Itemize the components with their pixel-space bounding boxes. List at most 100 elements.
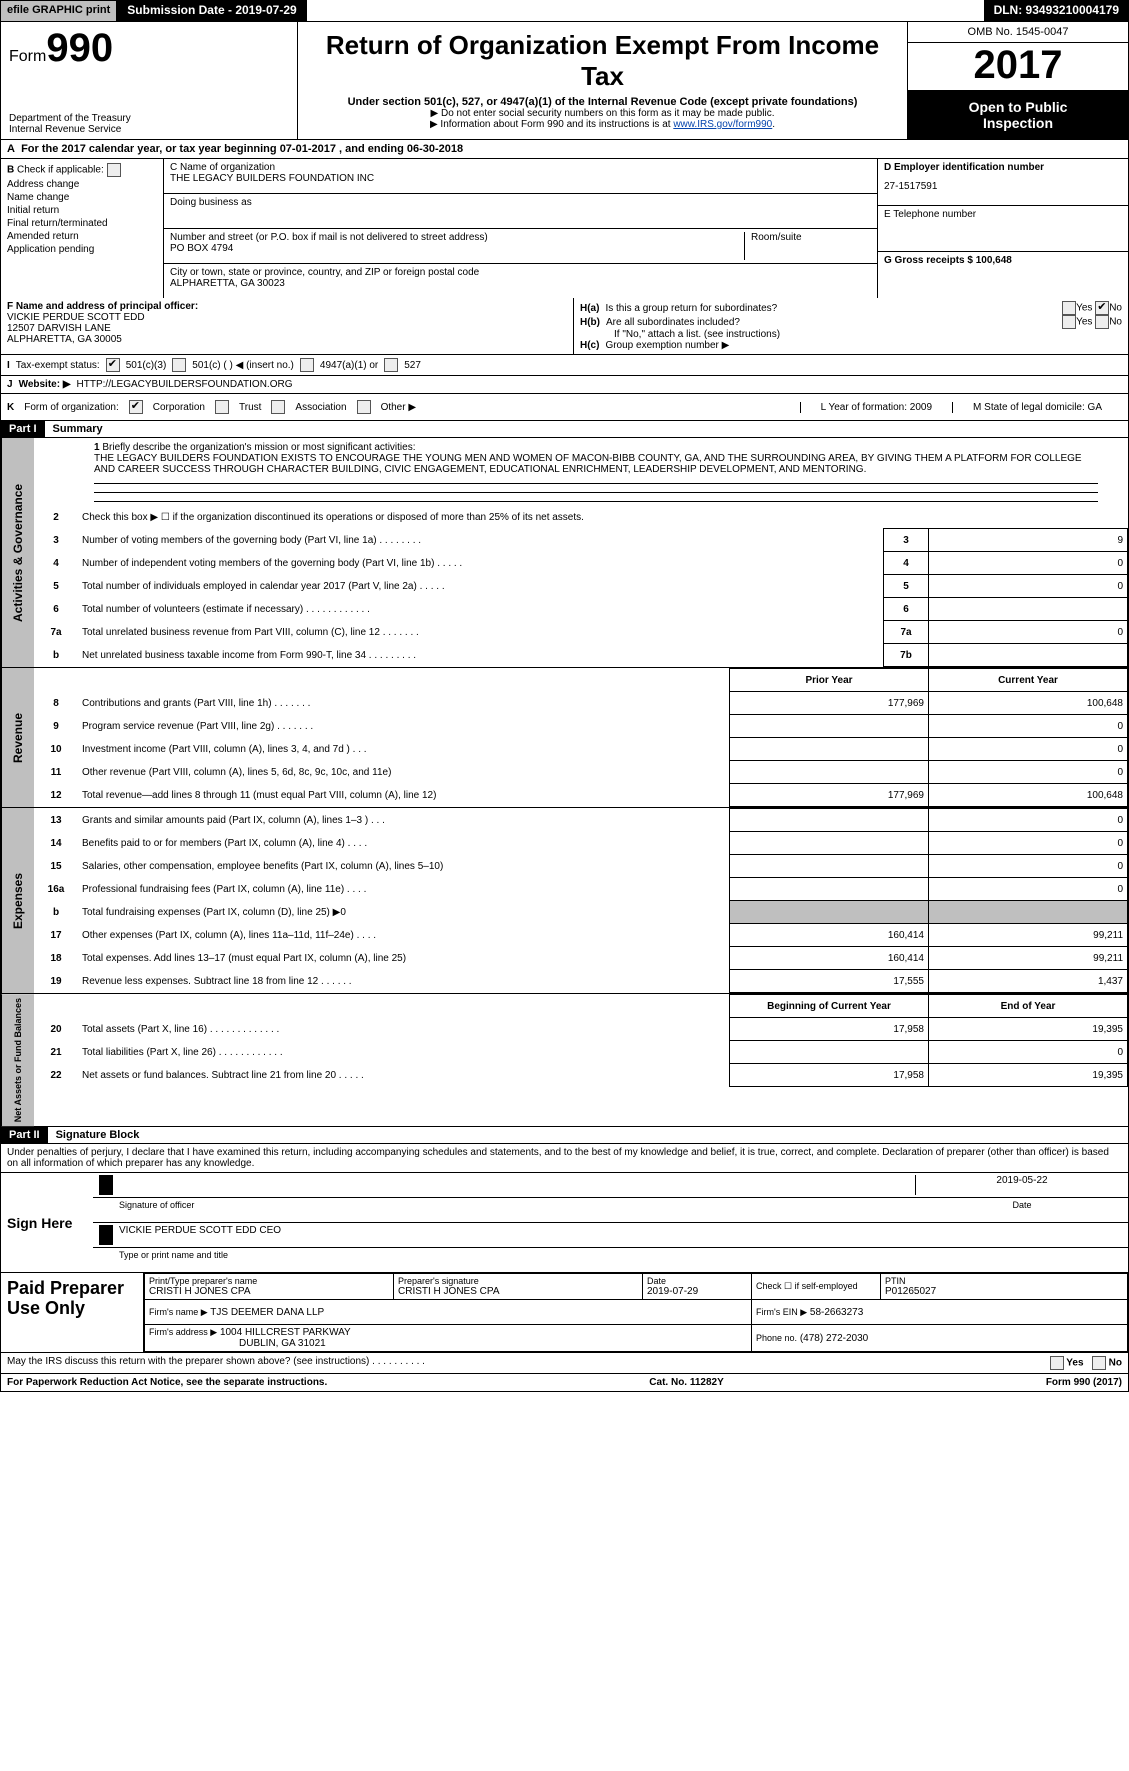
pc-header: Beginning of Current YearEnd of Year: [34, 995, 1128, 1018]
ha-label: H(a): [580, 303, 599, 314]
line-num: 11: [34, 761, 78, 784]
b-letter: B: [7, 165, 14, 176]
i-501c: 501(c) ( ) ◀ (insert no.): [192, 360, 294, 371]
top-bar: efile GRAPHIC print Submission Date - 20…: [0, 0, 1129, 22]
vlabel-rev: Revenue: [1, 668, 34, 807]
line-text: Professional fundraising fees (Part IX, …: [78, 878, 730, 901]
k-other-box[interactable]: [357, 400, 371, 414]
line-text: Total number of individuals employed in …: [78, 575, 884, 598]
line-num: b: [34, 644, 78, 667]
rev-table: Prior YearCurrent Year8Contributions and…: [34, 668, 1128, 807]
curr-val: [929, 901, 1128, 924]
line-num: 20: [34, 1018, 78, 1041]
sign-fields: 2019-05-22 Signature of officer Date VIC…: [93, 1173, 1128, 1272]
c-name: THE LEGACY BUILDERS FOUNDATION INC: [170, 173, 871, 184]
city-label: City or town, state or province, country…: [170, 267, 871, 278]
chk-initial-label: Initial return: [7, 205, 59, 216]
curr-val: 0: [929, 761, 1128, 784]
signature-block: Under penalties of perjury, I declare th…: [0, 1144, 1129, 1273]
line-text: Total number of volunteers (estimate if …: [78, 598, 884, 621]
e-cell: E Telephone number: [878, 206, 1128, 253]
prior-val: [730, 809, 929, 832]
col-de: D Employer identification number 27-1517…: [877, 159, 1128, 298]
omb-number: OMB No. 1545-0047: [908, 22, 1128, 43]
m-state: M State of legal domicile: GA: [953, 402, 1122, 413]
line-box: 6: [884, 598, 929, 621]
sign-here-label: Sign Here: [1, 1173, 93, 1272]
form-note2: ▶ Information about Form 990 and its ins…: [308, 119, 897, 130]
irs-link[interactable]: www.IRS.gov/form990: [673, 119, 772, 130]
i-501c3: 501(c)(3): [126, 360, 167, 371]
line-text: Total expenses. Add lines 13–17 (must eq…: [78, 947, 730, 970]
exp-body: 13Grants and similar amounts paid (Part …: [34, 808, 1128, 993]
chk-pending-label: Application pending: [7, 244, 94, 255]
line-text: Number of voting members of the governin…: [78, 529, 884, 552]
officer-name: VICKIE PERDUE SCOTT EDD CEO: [119, 1225, 281, 1245]
officer-name-line: VICKIE PERDUE SCOTT EDD CEO: [93, 1223, 1128, 1248]
curr-val: 0: [929, 1041, 1128, 1064]
r2b-lbl: Firm's EIN ▶: [756, 1307, 807, 1317]
prior-val: 160,414: [730, 947, 929, 970]
form-990: 990: [46, 26, 113, 70]
r1c2-lbl: Preparer's signature: [398, 1276, 638, 1286]
dba-label: Doing business as: [170, 197, 871, 208]
line-text: Salaries, other compensation, employee b…: [78, 855, 730, 878]
r1c5-lbl: PTIN: [885, 1276, 1123, 1286]
i-4947-box[interactable]: [300, 358, 314, 372]
open-public: Open to Public Inspection: [908, 91, 1128, 139]
checkbox-icon[interactable]: [107, 163, 121, 177]
i-527-box[interactable]: [384, 358, 398, 372]
d-label: D Employer identification number: [884, 162, 1044, 173]
net-body: Beginning of Current YearEnd of Year20To…: [34, 994, 1128, 1126]
i-501c-box[interactable]: [172, 358, 186, 372]
row-j: J Website: ▶ HTTP://LEGACYBUILDERSFOUNDA…: [0, 376, 1129, 394]
line-num: 14: [34, 832, 78, 855]
pc-line: 13Grants and similar amounts paid (Part …: [34, 809, 1128, 832]
line-text: Total revenue—add lines 8 through 11 (mu…: [78, 784, 730, 807]
discuss-yes-box[interactable]: [1050, 1356, 1064, 1370]
r1c3-lbl: Date: [647, 1276, 747, 1286]
part2-header: Part II Signature Block: [0, 1127, 1129, 1144]
gov-line: 4Number of independent voting members of…: [34, 552, 1128, 575]
hb-yes-box[interactable]: [1062, 315, 1076, 329]
rowa-end: 06-30-2018: [407, 143, 463, 155]
line-text: Total assets (Part X, line 16) . . . . .…: [78, 1018, 730, 1041]
ha-no-box[interactable]: [1095, 301, 1109, 315]
pc-line: 18Total expenses. Add lines 13–17 (must …: [34, 947, 1128, 970]
pc-line: 19Revenue less expenses. Subtract line 1…: [34, 970, 1128, 993]
curr-val: 1,437: [929, 970, 1128, 993]
f-addr2: ALPHARETTA, GA 30005: [7, 334, 567, 345]
k-assoc-box[interactable]: [271, 400, 285, 414]
chk-name: Name change: [7, 192, 157, 203]
prep-r1: Print/Type preparer's nameCRISTI H JONES…: [145, 1274, 1128, 1300]
line-num: 16a: [34, 878, 78, 901]
k-corp-box[interactable]: [129, 400, 143, 414]
r2-val: TJS DEEMER DANA LLP: [210, 1307, 324, 1318]
ha-yes-box[interactable]: [1062, 301, 1076, 315]
type-name-line: Type or print name and title: [93, 1248, 1128, 1272]
line-box: 4: [884, 552, 929, 575]
mission-rule2: [94, 488, 1098, 493]
arrow-icon: [99, 1175, 113, 1195]
pc-line: 14Benefits paid to or for members (Part …: [34, 832, 1128, 855]
pc-line: 12Total revenue—add lines 8 through 11 (…: [34, 784, 1128, 807]
discuss-no-box[interactable]: [1092, 1356, 1106, 1370]
hb-no-box[interactable]: [1095, 315, 1109, 329]
curr-val: 0: [929, 809, 1128, 832]
line-text: Check this box ▶ ☐ if the organization d…: [78, 506, 1128, 529]
prior-val: [730, 738, 929, 761]
section-fh: F Name and address of principal officer:…: [0, 298, 1129, 355]
k-trust-box[interactable]: [215, 400, 229, 414]
vlabel-exp: Expenses: [1, 808, 34, 993]
curr-val: 0: [929, 855, 1128, 878]
line-text: Total liabilities (Part X, line 26) . . …: [78, 1041, 730, 1064]
k-trust: Trust: [239, 402, 261, 413]
r1c2-val: CRISTI H JONES CPA: [398, 1286, 638, 1297]
prior-val: [730, 901, 929, 924]
r3a-val: 1004 HILLCREST PARKWAY: [220, 1327, 351, 1338]
i-501c3-box[interactable]: [106, 358, 120, 372]
line-num: 21: [34, 1041, 78, 1064]
line-val: 0: [929, 552, 1128, 575]
footer-990: 990: [1074, 1377, 1091, 1388]
col-c: C Name of organization THE LEGACY BUILDE…: [164, 159, 877, 298]
